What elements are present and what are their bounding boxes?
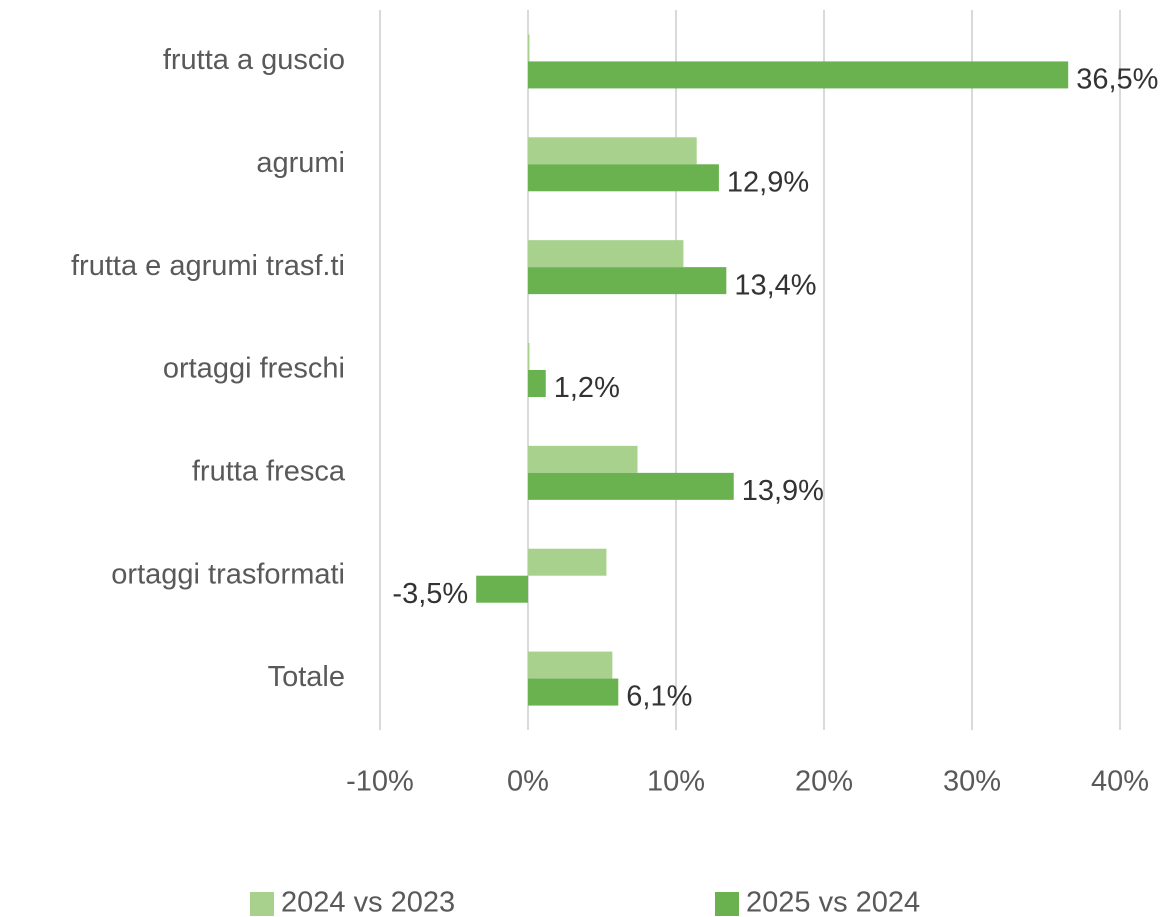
y-tick-label: ortaggi trasformati: [111, 558, 345, 590]
y-tick-label: frutta e agrumi trasf.ti: [71, 250, 345, 282]
legend-swatch: [715, 892, 739, 916]
x-tick-label: 10%: [647, 766, 705, 798]
x-tick-label: 20%: [795, 766, 853, 798]
bar: [528, 34, 530, 62]
y-tick-label: ortaggi freschi: [163, 353, 345, 385]
x-tick-label: 30%: [943, 766, 1001, 798]
bar: [528, 445, 638, 473]
legend-swatch: [250, 892, 274, 916]
bar: [528, 164, 719, 192]
x-tick-label: -10%: [346, 766, 414, 798]
data-label: 36,5%: [1076, 64, 1158, 96]
x-tick-label: 0%: [507, 766, 549, 798]
legend-label: 2025 vs 2024: [746, 887, 920, 917]
data-label: 12,9%: [727, 166, 809, 198]
bar: [528, 370, 546, 397]
data-label: -3,5%: [392, 578, 468, 610]
bar: [528, 472, 734, 500]
bar: [528, 343, 530, 370]
data-label: 13,9%: [742, 475, 824, 507]
bar: [528, 137, 697, 165]
bar: [528, 240, 684, 268]
x-tick-label: 40%: [1091, 766, 1149, 798]
data-label: 6,1%: [626, 681, 692, 713]
y-tick-label: frutta fresca: [192, 456, 346, 488]
bar: [528, 548, 607, 576]
bar: [476, 575, 528, 603]
data-label: 13,4%: [734, 269, 816, 301]
data-label: 1,2%: [554, 372, 620, 404]
legend-label: 2024 vs 2023: [281, 887, 455, 917]
bar: [528, 61, 1069, 89]
bar: [528, 651, 613, 679]
y-tick-label: frutta a guscio: [163, 44, 345, 76]
bar: [528, 267, 727, 295]
y-tick-label: Totale: [268, 661, 345, 693]
bar: [528, 678, 619, 706]
y-tick-label: agrumi: [256, 147, 345, 179]
